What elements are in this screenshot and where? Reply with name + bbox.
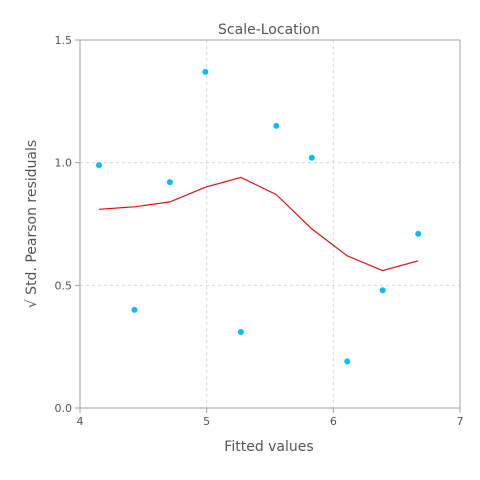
x-axis-label: Fitted values xyxy=(224,439,313,455)
residual-point xyxy=(202,68,209,75)
residual-point xyxy=(273,122,280,129)
x-tick-label: 4 xyxy=(77,415,84,428)
x-tick-label: 6 xyxy=(330,415,337,428)
y-tick-label: 1.0 xyxy=(55,157,73,170)
x-tick-label: 5 xyxy=(203,415,210,428)
smooth-trend-line xyxy=(98,176,419,272)
y-tick-label: 0.0 xyxy=(55,402,73,415)
grid-lines xyxy=(80,39,460,409)
residual-point xyxy=(166,179,173,186)
y-axis-label: √ Std. Pearson residuals xyxy=(24,140,40,308)
points-layer xyxy=(96,68,422,365)
plot-frame xyxy=(79,39,461,409)
residual-point xyxy=(415,230,422,237)
chart-title: Scale-Location xyxy=(218,22,320,38)
residual-point xyxy=(308,154,315,161)
residual-point xyxy=(96,162,102,169)
residual-point xyxy=(131,306,138,313)
residual-point xyxy=(379,287,386,294)
residual-point xyxy=(344,358,351,365)
y-tick-label: 1.5 xyxy=(55,34,73,47)
y-tick-label: 0.5 xyxy=(55,279,73,292)
residual-point xyxy=(237,328,244,335)
axis-ticks: 4 5 6 7 0.0 0.5 1.0 1.5 xyxy=(55,34,464,428)
smooth-line-layer xyxy=(98,176,419,272)
x-tick-label: 7 xyxy=(457,415,464,428)
